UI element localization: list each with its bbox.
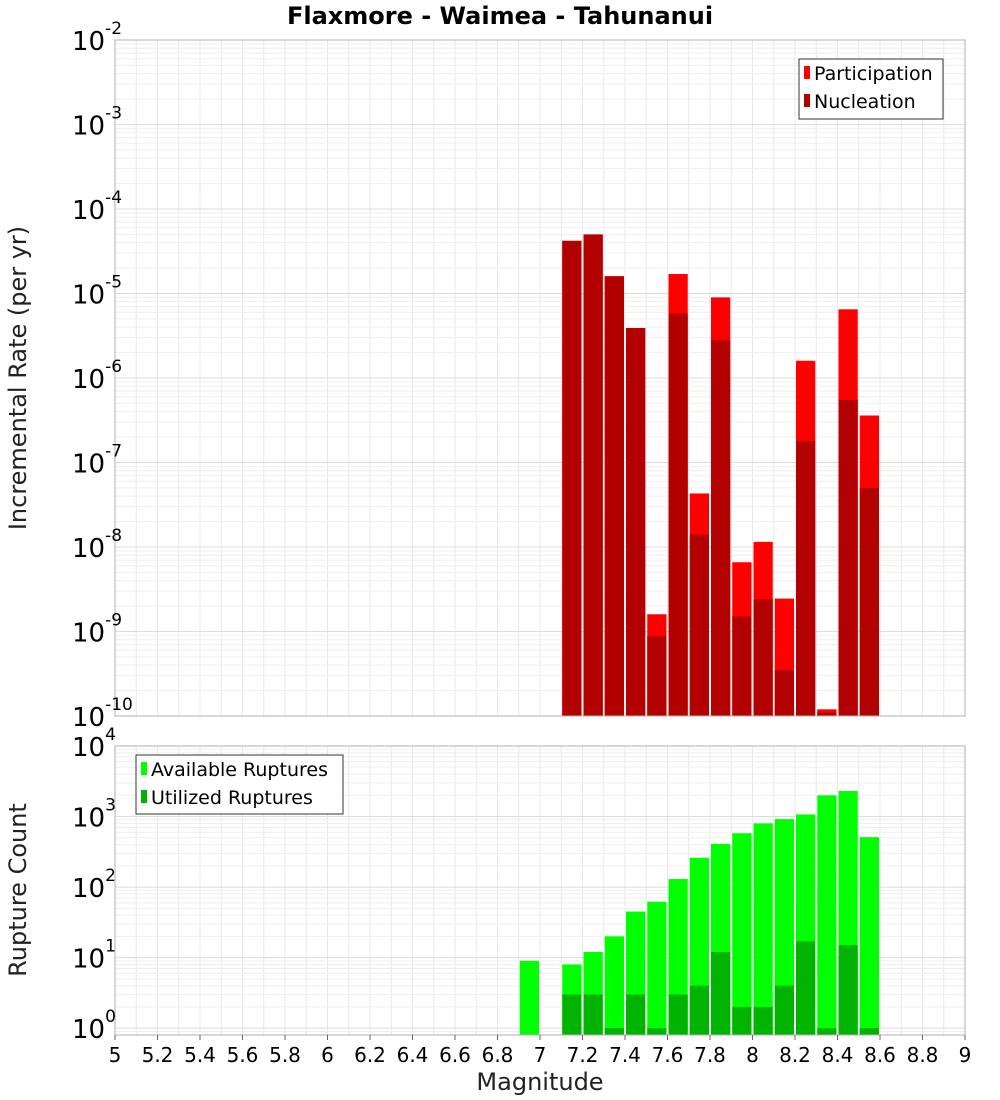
bottom-panel: 104 103 102 101 100 Rupture Count Available Ru… <box>4 725 971 1067</box>
x-tick-label: 6.4 <box>397 1043 429 1067</box>
bar-nucleation <box>668 313 688 716</box>
x-tick-label: 7.6 <box>652 1043 684 1067</box>
x-tick-label: 5.6 <box>227 1043 259 1067</box>
bar-nucleation <box>774 670 794 716</box>
x-tick-label: 8.4 <box>822 1043 854 1067</box>
bar-nucleation <box>604 276 624 716</box>
y-axis-label: Incremental Rate (per yr) <box>4 226 32 530</box>
x-tick-label: 6.6 <box>439 1043 471 1067</box>
bar-utilized-ruptures <box>647 1028 667 1035</box>
bar-nucleation <box>689 534 709 716</box>
bar-utilized-ruptures <box>817 1028 837 1035</box>
bar-nucleation <box>753 599 773 716</box>
x-tick-label: 7 <box>534 1043 547 1067</box>
bar-utilized-ruptures <box>838 945 858 1035</box>
top-panel: 10-2 10-3 10-4 10-5 10-6 10-7 10-8 10-9 10-10 Inc… <box>4 19 966 733</box>
bar-available-ruptures <box>519 960 539 1035</box>
bar-nucleation <box>796 440 816 716</box>
bar-utilized-ruptures <box>604 1028 624 1035</box>
bar-nucleation <box>562 240 582 716</box>
legend-entry: Utilized Ruptures <box>151 787 313 809</box>
x-tick-label: 9 <box>959 1043 972 1067</box>
y-tick-label: 10-3 <box>72 104 122 142</box>
bar-utilized-ruptures <box>796 941 816 1035</box>
x-tick-label: 7.8 <box>694 1043 726 1067</box>
y-tick-label: 101 <box>72 937 116 975</box>
y-tick-label: 10-9 <box>72 611 122 649</box>
bar-nucleation <box>859 487 879 716</box>
legend-swatch <box>141 790 147 803</box>
y-tick-label: 10-5 <box>72 273 122 311</box>
bar-utilized-ruptures <box>583 994 603 1035</box>
y-tick-label: 10-8 <box>72 526 122 564</box>
bar-available-ruptures <box>647 901 667 1035</box>
y-tick-label: 103 <box>72 796 116 834</box>
bar-utilized-ruptures <box>626 994 646 1035</box>
x-axis-label: Magnitude <box>476 1068 603 1096</box>
bar-utilized-ruptures <box>668 994 688 1035</box>
bar-utilized-ruptures <box>753 1006 773 1035</box>
bar-utilized-ruptures <box>774 985 794 1035</box>
bar-available-ruptures <box>817 795 837 1035</box>
bar-available-ruptures <box>732 833 752 1035</box>
bar-utilized-ruptures <box>689 985 709 1035</box>
x-tick-label: 5.8 <box>269 1043 301 1067</box>
y-axis-label: Rupture Count <box>4 803 32 977</box>
x-tick-label: 5.4 <box>184 1043 216 1067</box>
legend-entry: Available Ruptures <box>151 759 328 781</box>
bar-available-ruptures <box>774 819 794 1035</box>
bar-nucleation <box>647 636 667 716</box>
x-tick-label: 7.4 <box>609 1043 641 1067</box>
chart-title: Flaxmore - Waimea - Tahunanui <box>287 2 713 30</box>
legend-box <box>798 58 944 120</box>
x-tick-label: 7.2 <box>567 1043 599 1067</box>
bar-nucleation <box>711 340 731 716</box>
bar-utilized-ruptures <box>732 1006 752 1035</box>
x-tick-label: 8.8 <box>907 1043 939 1067</box>
x-tick-label: 6.2 <box>354 1043 386 1067</box>
y-tick-label: 10-2 <box>72 19 122 57</box>
bar-nucleation <box>732 616 752 716</box>
x-tick-label: 8.6 <box>864 1043 896 1067</box>
legend-box <box>135 754 344 815</box>
bar-available-ruptures <box>604 936 624 1035</box>
y-tick-label: 10-6 <box>72 357 122 395</box>
legend-entry: Nucleation <box>814 91 916 113</box>
bar-nucleation <box>817 712 837 716</box>
y-tick-label: 100 <box>72 1007 116 1045</box>
y-tick-label: 10-10 <box>72 695 133 733</box>
bar-nucleation <box>838 399 858 716</box>
bar-utilized-ruptures <box>562 994 582 1035</box>
legend-swatch <box>141 762 147 775</box>
bar-utilized-ruptures <box>711 952 731 1035</box>
bar-available-ruptures <box>859 837 879 1035</box>
legend-entry: Participation <box>814 63 933 85</box>
y-tick-label: 10-4 <box>72 188 122 226</box>
y-tick-label: 104 <box>72 725 116 763</box>
legend-swatch <box>804 66 810 79</box>
bar-nucleation <box>626 328 646 716</box>
legend-swatch <box>804 94 810 107</box>
plot-frame <box>114 39 966 717</box>
y-tick-label: 10-7 <box>72 442 122 480</box>
x-tick-label: 8.2 <box>779 1043 811 1067</box>
x-tick-label: 5 <box>109 1043 122 1067</box>
bar-utilized-ruptures <box>859 1028 879 1035</box>
y-tick-label: 102 <box>72 866 116 904</box>
x-tick-label: 6 <box>321 1043 334 1067</box>
x-tick-label: 5.2 <box>142 1043 174 1067</box>
x-tick-label: 8 <box>746 1043 759 1067</box>
bar-nucleation <box>583 234 603 717</box>
bar-available-ruptures <box>753 823 773 1035</box>
x-tick-label: 6.8 <box>482 1043 514 1067</box>
